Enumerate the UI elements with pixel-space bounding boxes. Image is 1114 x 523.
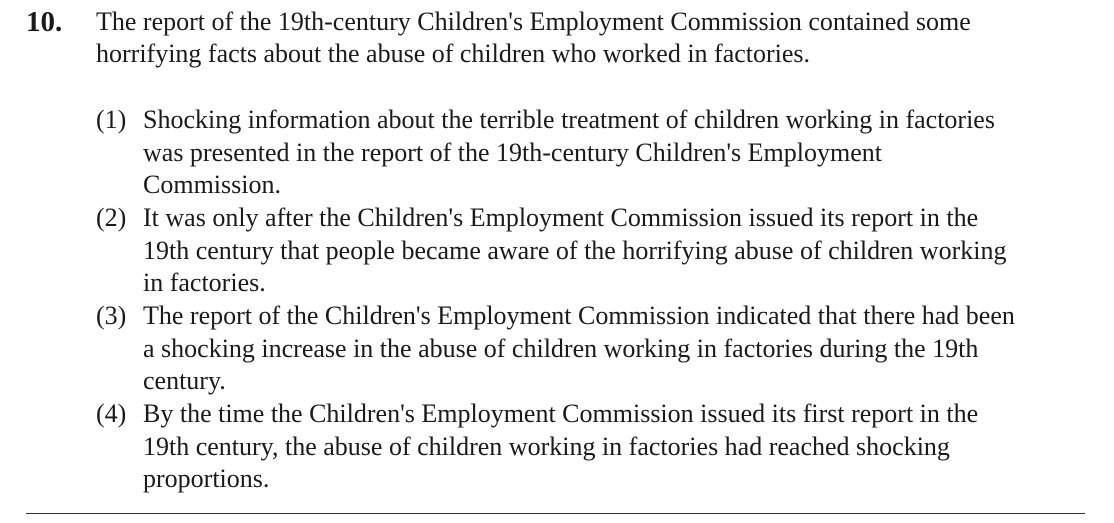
question-stem: The report of the 19th-century Children'… bbox=[96, 7, 971, 68]
option-number: (4) bbox=[96, 399, 127, 428]
option-line: By the time the Children's Employment Co… bbox=[143, 399, 979, 428]
answer-option-3[interactable]: (3) The report of the Children's Employm… bbox=[96, 300, 1086, 398]
answer-option-2[interactable]: (2) It was only after the Children's Emp… bbox=[96, 202, 1086, 300]
option-number: (1) bbox=[96, 105, 127, 134]
option-line: It was only after the Children's Employm… bbox=[143, 203, 979, 232]
option-text: By the time the Children's Employment Co… bbox=[143, 398, 1083, 496]
question-header: 10. The report of the 19th-century Child… bbox=[26, 6, 1086, 70]
option-line: a shocking increase in the abuse of chil… bbox=[143, 333, 979, 363]
option-line: 19th century that people became aware of… bbox=[143, 235, 1007, 265]
option-number: (2) bbox=[96, 203, 127, 232]
option-line: in factories. bbox=[143, 268, 266, 297]
option-line: century. bbox=[143, 366, 226, 395]
question-number: 10. bbox=[26, 6, 63, 38]
option-line: was presented in the report of the 19th-… bbox=[143, 137, 882, 167]
answer-options: (1) Shocking information about the terri… bbox=[96, 104, 1086, 496]
option-line: Commission. bbox=[143, 170, 281, 199]
bottom-divider bbox=[26, 513, 1085, 514]
option-number: (3) bbox=[96, 301, 127, 330]
option-text: The report of the Children's Employment … bbox=[143, 300, 1083, 398]
option-line: The report of the Children's Employment … bbox=[143, 301, 1015, 330]
option-line: 19th century, the abuse of children work… bbox=[143, 431, 950, 461]
answer-option-1[interactable]: (1) Shocking information about the terri… bbox=[96, 104, 1086, 202]
answer-option-4[interactable]: (4) By the time the Children's Employmen… bbox=[96, 398, 1086, 496]
question-block: 10. The report of the 19th-century Child… bbox=[26, 6, 1086, 496]
option-line: Shocking information about the terrible … bbox=[143, 105, 995, 134]
option-text: Shocking information about the terrible … bbox=[143, 104, 1083, 202]
option-line: proportions. bbox=[143, 464, 270, 493]
option-text: It was only after the Children's Employm… bbox=[143, 202, 1083, 300]
